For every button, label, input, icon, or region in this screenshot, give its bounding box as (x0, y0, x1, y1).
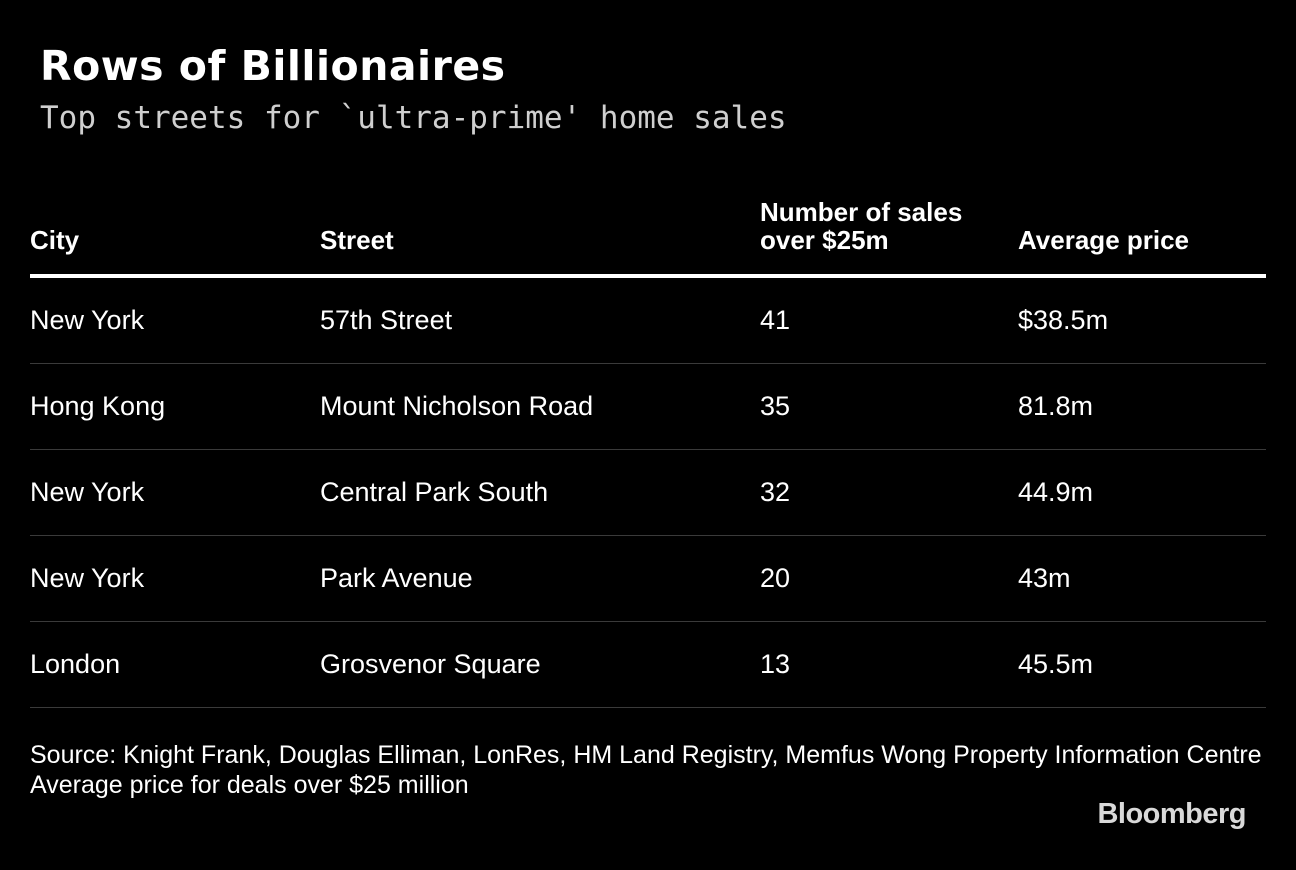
cell-city: New York (30, 449, 320, 536)
cell-price: 43m (1018, 535, 1266, 622)
cell-price: 81.8m (1018, 363, 1266, 450)
cell-street: Central Park South (320, 449, 760, 536)
column-header-sales: Number of sales over $25m (760, 178, 1018, 278)
column-header-street: Street (320, 178, 760, 278)
table-row: Hong Kong Mount Nicholson Road 35 81.8m (30, 363, 1266, 450)
chart-subtitle: Top streets for `ultra-prime' home sales (40, 100, 787, 136)
cell-city: New York (30, 276, 320, 364)
table-row: New York 57th Street 41 $38.5m (30, 276, 1266, 364)
chart-footer: Source: Knight Frank, Douglas Elliman, L… (30, 740, 1270, 800)
cell-city: New York (30, 535, 320, 622)
cell-sales: 13 (760, 621, 1018, 708)
column-header-average-price: Average price (1018, 178, 1266, 278)
source-note: Source: Knight Frank, Douglas Elliman, L… (30, 741, 1262, 769)
cell-street: Mount Nicholson Road (320, 363, 760, 450)
cell-street: Grosvenor Square (320, 621, 760, 708)
cell-price: 44.9m (1018, 449, 1266, 536)
cell-price: $38.5m (1018, 276, 1266, 364)
cell-street: 57th Street (320, 276, 760, 364)
cell-sales: 20 (760, 535, 1018, 622)
table-row: London Grosvenor Square 13 45.5m (30, 621, 1266, 708)
cell-sales: 41 (760, 276, 1018, 364)
table-row: New York Central Park South 32 44.9m (30, 449, 1266, 536)
footnote: Average price for deals over $25 million (30, 771, 469, 799)
sales-table: City Street Number of sales over $25m Ave… (30, 178, 1266, 708)
chart-title: Rows of Billionaires (40, 42, 506, 90)
table-header-row: City Street Number of sales over $25m Ave… (30, 178, 1266, 278)
cell-sales: 35 (760, 363, 1018, 450)
column-header-city: City (30, 178, 320, 278)
cell-price: 45.5m (1018, 621, 1266, 708)
column-header-sales-line-1: Number of sales (760, 197, 963, 227)
table-row: New York Park Avenue 20 43m (30, 535, 1266, 622)
bloomberg-logo: Bloomberg (1097, 798, 1246, 830)
cell-sales: 32 (760, 449, 1018, 536)
column-header-sales-line-2: over $25m (760, 225, 889, 255)
cell-street: Park Avenue (320, 535, 760, 622)
cell-city: Hong Kong (30, 363, 320, 450)
cell-city: London (30, 621, 320, 708)
